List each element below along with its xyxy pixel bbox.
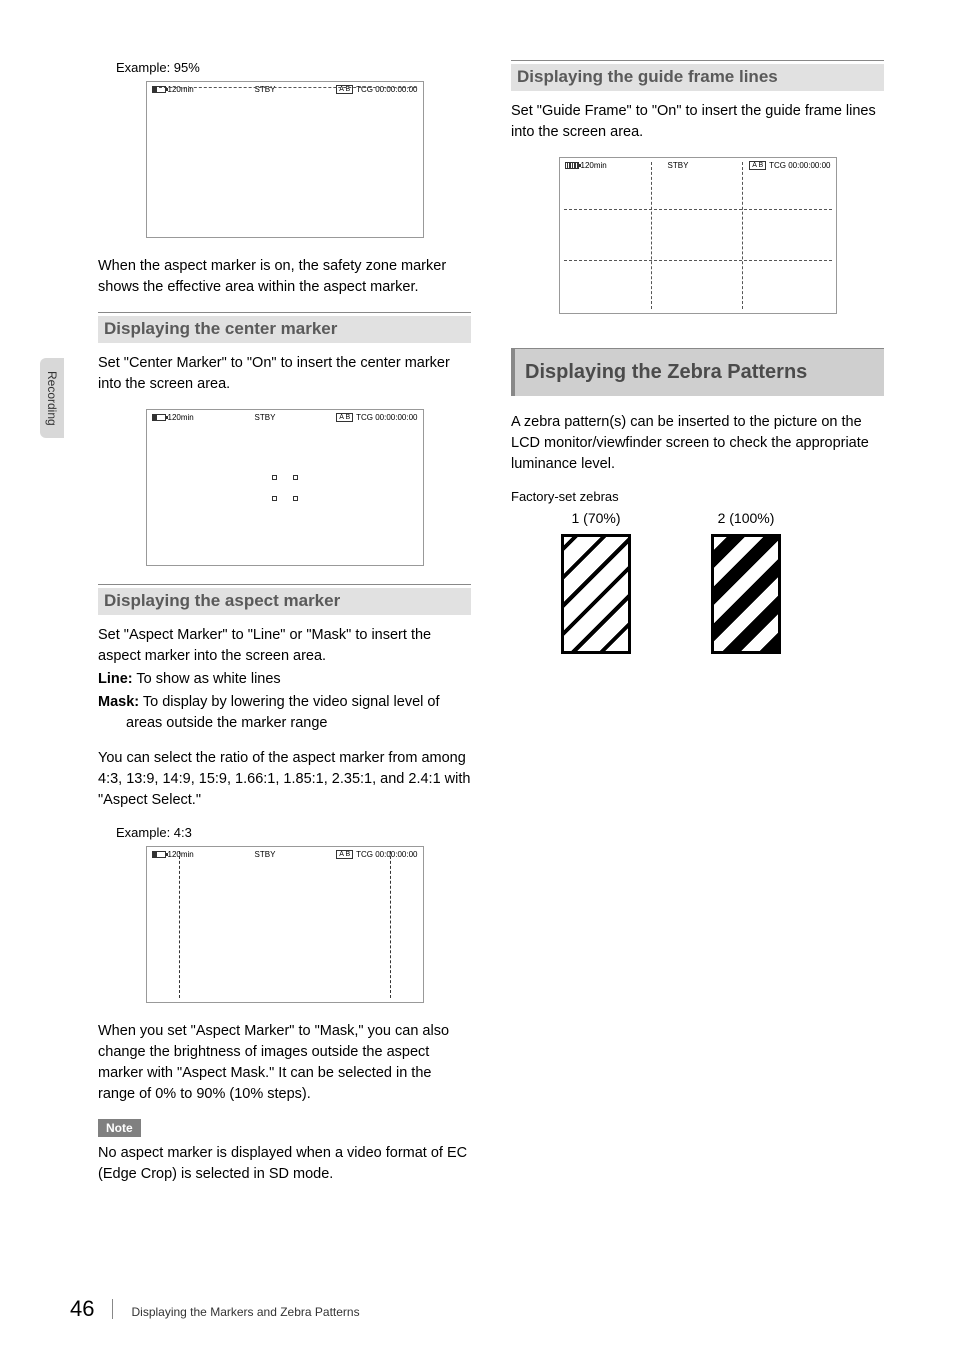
zebra-1-col: 1 (70%) — [561, 510, 631, 654]
page-footer: 46 Displaying the Markers and Zebra Patt… — [70, 1296, 360, 1322]
viewfinder-top-row: 120min STBY A B TCG 00:00:00:00 — [147, 82, 423, 96]
viewfinder-center: 120min STBY A B TCG 00:00:00:00 — [146, 409, 424, 566]
line-definition: Line: To show as white lines — [98, 669, 471, 690]
zebra-100-icon — [711, 534, 781, 654]
zebra-body-text: A zebra pattern(s) can be inserted to th… — [511, 412, 884, 475]
zebra-subheading: Factory-set zebras — [511, 489, 884, 504]
guide-frame-line — [742, 162, 743, 309]
guide-frame-line — [564, 209, 832, 210]
status-stby: STBY — [255, 850, 276, 859]
safety-zone-line — [154, 87, 416, 88]
zebra-row: 1 (70%) 2 (100%) — [561, 510, 884, 654]
media-icon: A B — [749, 161, 766, 170]
status-stby: STBY — [668, 161, 689, 170]
media-tcg-group: A B TCG 00:00:00:00 — [749, 161, 830, 170]
aspect-body-1: Set "Aspect Marker" to "Line" or "Mask" … — [98, 625, 471, 667]
note-text: No aspect marker is displayed when a vid… — [98, 1143, 471, 1185]
zebra-70-icon — [561, 534, 631, 654]
line-text: To show as white lines — [133, 671, 281, 687]
line-label: Line: — [98, 671, 133, 687]
battery-status: 120min — [152, 413, 194, 422]
heading-center-marker: Displaying the center marker — [98, 316, 471, 343]
center-marker-icon — [272, 475, 298, 501]
footer-separator — [112, 1299, 113, 1319]
tcg-value: TCG 00:00:00:00 — [356, 413, 417, 422]
media-icon: A B — [336, 850, 353, 859]
mask-label: Mask: — [98, 694, 139, 710]
heading-aspect-marker: Displaying the aspect marker — [98, 588, 471, 615]
aspect-body-3: When you set "Aspect Marker" to "Mask," … — [98, 1021, 471, 1105]
section-zebra: Displaying the Zebra Patterns — [511, 348, 884, 396]
example-95-label: Example: 95% — [116, 60, 471, 75]
safety-body-text: When the aspect marker is on, the safety… — [98, 256, 471, 298]
aspect-line-right — [390, 851, 391, 998]
sidebar-tab: Recording — [40, 358, 64, 438]
footer-text: Displaying the Markers and Zebra Pattern… — [131, 1305, 359, 1319]
example-43-label: Example: 4:3 — [116, 825, 471, 840]
media-tcg-group: A B TCG 00:00:00:00 — [336, 413, 417, 422]
battery-minutes: 120min — [168, 850, 194, 859]
viewfinder-safety: 120min STBY A B TCG 00:00:00:00 — [146, 81, 424, 238]
zebra-2-col: 2 (100%) — [711, 510, 781, 654]
battery-status: 120min — [565, 161, 607, 170]
aspect-line-left — [179, 851, 180, 998]
tcg-value: TCG 00:00:00:00 — [356, 850, 417, 859]
mask-definition: Mask: To display by lowering the video s… — [98, 692, 471, 734]
guide-body-text: Set "Guide Frame" to "On" to insert the … — [511, 101, 884, 143]
left-column: Example: 95% 120min STBY A B TCG 00:00:0… — [50, 60, 471, 1199]
zebra-1-label: 1 (70%) — [561, 510, 631, 526]
viewfinder-guide: 120min STBY A B TCG 00:00:00:00 — [559, 157, 837, 314]
viewfinder-top-row: 120min STBY A B TCG 00:00:00:00 — [560, 158, 836, 172]
note-label: Note — [98, 1119, 141, 1137]
zebra-2-label: 2 (100%) — [711, 510, 781, 526]
section-guide-frame: Displaying the guide frame lines — [511, 60, 884, 91]
mask-text: To display by lowering the video signal … — [126, 694, 440, 731]
viewfinder-aspect: 120min STBY A B TCG 00:00:00:00 — [146, 846, 424, 1003]
guide-frame-line — [564, 260, 832, 261]
battery-icon — [152, 414, 166, 421]
heading-guide-frame: Displaying the guide frame lines — [511, 64, 884, 91]
section-aspect-marker: Displaying the aspect marker — [98, 584, 471, 615]
battery-minutes: 120min — [581, 161, 607, 170]
battery-icon — [565, 162, 579, 169]
media-icon: A B — [336, 413, 353, 422]
status-stby: STBY — [255, 413, 276, 422]
guide-frame-line — [651, 162, 652, 309]
viewfinder-top-row: 120min STBY A B TCG 00:00:00:00 — [147, 410, 423, 424]
center-body-text: Set "Center Marker" to "On" to insert th… — [98, 353, 471, 395]
battery-icon — [152, 86, 166, 93]
right-column: Displaying the guide frame lines Set "Gu… — [511, 60, 884, 1199]
tcg-value: TCG 00:00:00:00 — [769, 161, 830, 170]
media-tcg-group: A B TCG 00:00:00:00 — [336, 850, 417, 859]
page-columns: Example: 95% 120min STBY A B TCG 00:00:0… — [0, 0, 954, 1199]
battery-minutes: 120min — [168, 413, 194, 422]
page-number: 46 — [70, 1296, 94, 1322]
battery-icon — [152, 851, 166, 858]
section-center-marker: Displaying the center marker — [98, 312, 471, 343]
battery-status: 120min — [152, 850, 194, 859]
viewfinder-top-row: 120min STBY A B TCG 00:00:00:00 — [147, 847, 423, 861]
heading-zebra: Displaying the Zebra Patterns — [511, 349, 884, 396]
aspect-body-2: You can select the ratio of the aspect m… — [98, 748, 471, 811]
